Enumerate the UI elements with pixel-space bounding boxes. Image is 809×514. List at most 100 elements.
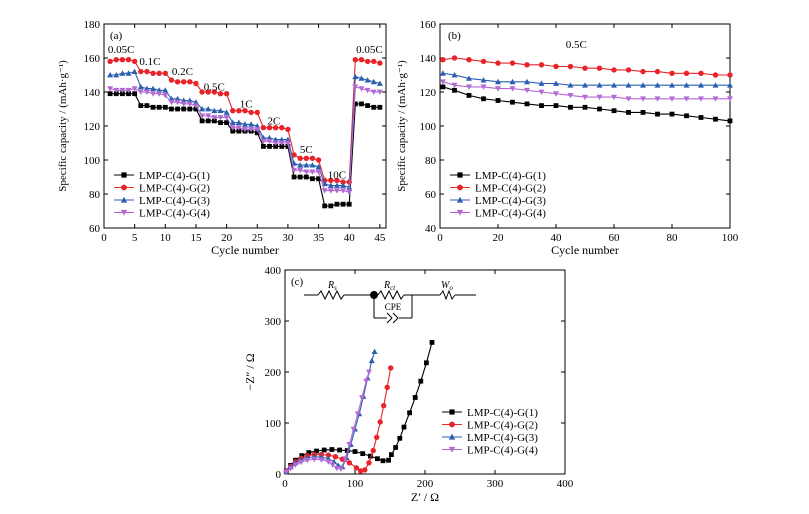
- rate-label: 0.5C: [204, 81, 225, 93]
- legend-b: LMP-C(4)-G(1)LMP-C(4)-G(2)LMP-C(4)-G(3)L…: [450, 170, 546, 220]
- y-tick-label: 80: [425, 155, 437, 167]
- legend-item: LMP-C(4)-G(4): [114, 208, 210, 220]
- data-point: [364, 58, 371, 65]
- data-point: [346, 201, 352, 207]
- panel-label-c: (c): [291, 276, 304, 288]
- data-point: [144, 103, 150, 108]
- data-point: [466, 75, 472, 81]
- data-point: [698, 96, 704, 102]
- rate-label: 0.05C: [108, 44, 135, 56]
- data-point: [377, 419, 383, 425]
- data-point: [272, 140, 279, 146]
- x-tick-label: 400: [557, 478, 574, 490]
- data-point: [156, 70, 162, 77]
- data-point: [316, 176, 321, 182]
- data-point: [380, 458, 386, 464]
- data-point: [346, 460, 353, 466]
- data-point: [376, 80, 383, 86]
- x-axis-label-a: Cycle number: [211, 243, 279, 257]
- data-point: [597, 106, 602, 112]
- data-point: [582, 104, 588, 110]
- data-point: [150, 91, 157, 97]
- data-point: [267, 144, 272, 149]
- rate-label: 2C: [267, 115, 280, 127]
- data-point: [181, 106, 187, 112]
- data-point: [698, 82, 704, 88]
- data-point: [332, 453, 339, 460]
- data-point: [248, 109, 254, 116]
- data-point: [553, 103, 559, 108]
- axis-ticks-a: 0 5 10 15 20 25 30 35 40 45 60 80 100 120 140 160 180: [84, 19, 386, 244]
- data-point: [113, 91, 119, 97]
- x-tick-label: 40: [344, 232, 356, 244]
- series-a-2: [107, 57, 383, 185]
- data-point: [138, 103, 144, 108]
- legend-marker: [456, 209, 464, 216]
- data-point: [640, 68, 646, 75]
- x-tick-label: 100: [347, 478, 364, 490]
- data-point: [359, 101, 364, 107]
- circuit-label-rct: Rct: [383, 280, 396, 292]
- x-tick-label: 45: [374, 232, 386, 244]
- x-tick-label: 0: [437, 232, 443, 244]
- data-point: [495, 60, 501, 66]
- data-point: [303, 174, 309, 180]
- data-point: [254, 109, 260, 116]
- data-point: [407, 410, 412, 416]
- data-point: [150, 104, 156, 110]
- data-point: [611, 94, 617, 101]
- data-point: [266, 125, 273, 131]
- data-point: [669, 111, 675, 117]
- data-point: [107, 86, 114, 92]
- data-point: [481, 96, 486, 102]
- data-point: [333, 465, 340, 472]
- data-point: [284, 140, 291, 146]
- data-point: [156, 104, 162, 110]
- rate-labels-a: 0.05C 0.1C 0.2C 0.5C 1C 2C 5C 10C 0.05C: [108, 44, 383, 182]
- data-point: [353, 465, 360, 471]
- data-point: [338, 466, 344, 472]
- data-point: [669, 70, 675, 77]
- y-tick-label: 60: [89, 223, 101, 235]
- data-point: [553, 63, 559, 70]
- series-b-2: [440, 55, 733, 78]
- cpe-symbol-2: [392, 312, 399, 324]
- data-point: [113, 87, 120, 94]
- data-point: [292, 462, 299, 468]
- data-point: [510, 99, 515, 105]
- x-tick-label: 30: [282, 232, 294, 244]
- data-point: [229, 125, 236, 131]
- data-point: [309, 169, 316, 175]
- data-point: [193, 106, 199, 112]
- data-point: [451, 55, 458, 61]
- data-point: [174, 99, 181, 106]
- data-point: [138, 68, 144, 75]
- legend-item: LMP-C(4)-G(2): [442, 420, 538, 432]
- x-tick-label: 300: [487, 478, 504, 490]
- y-tick-label: 100: [84, 155, 101, 167]
- x-tick-label: 80: [667, 232, 679, 244]
- x-tick-label: 5: [132, 232, 138, 244]
- data-point: [169, 106, 174, 112]
- legend-item: LMP-C(4)-G(3): [450, 195, 546, 207]
- data-point: [712, 82, 719, 88]
- data-point: [272, 125, 279, 131]
- y-tick-label: 200: [265, 367, 282, 379]
- legend-label: LMP-C(4)-G(4): [467, 445, 538, 457]
- data-point: [303, 169, 310, 175]
- data-point: [113, 72, 120, 78]
- data-point: [218, 120, 223, 125]
- data-point: [279, 125, 285, 131]
- data-point: [596, 82, 603, 88]
- y-tick-label: 120: [84, 121, 101, 133]
- data-point: [223, 115, 230, 121]
- data-point: [368, 453, 373, 459]
- y-tick-label: 140: [84, 87, 101, 99]
- data-point: [107, 72, 114, 78]
- y-tick-label: 400: [265, 265, 282, 277]
- panel-label-a: (a): [110, 30, 123, 42]
- data-point: [297, 167, 304, 174]
- legend-a: LMP-C(4)-G(1)LMP-C(4)-G(2)LMP-C(4)-G(3)L…: [114, 170, 210, 220]
- data-point: [168, 77, 175, 83]
- data-point: [260, 144, 266, 149]
